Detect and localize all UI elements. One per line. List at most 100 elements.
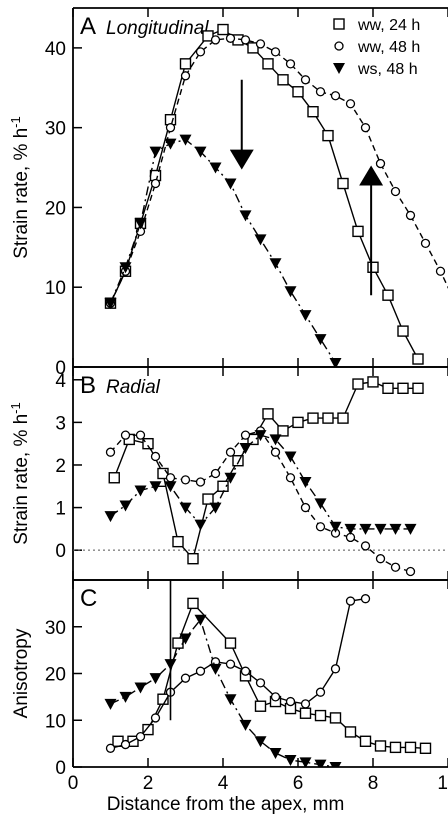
triangle-marker-0 [104, 511, 117, 523]
circle-marker-5 [180, 475, 191, 485]
circle-marker-6 [195, 666, 206, 676]
triangle-marker-2 [134, 218, 147, 230]
circle-marker-18 [375, 554, 386, 564]
x-tick-label: 8 [368, 773, 379, 794]
series-square [108, 376, 424, 565]
triangle-marker-1 [119, 691, 132, 703]
square-marker-11 [299, 707, 312, 719]
x-tick-label: 0 [68, 773, 79, 794]
y-tick-label: 10 [45, 711, 66, 732]
y-tick-label: 0 [55, 541, 66, 562]
square-marker-5 [187, 597, 199, 610]
square-marker-2 [142, 723, 154, 736]
series-line [110, 618, 336, 767]
series-triangle-down [104, 430, 417, 535]
square-marker-20 [412, 353, 424, 365]
y-tick-label: 30 [45, 119, 66, 140]
x-tick-label: 10 [437, 773, 448, 794]
circle-marker-21 [420, 238, 431, 248]
triangle-marker-10 [254, 430, 267, 442]
panel-title: Radial [106, 377, 161, 398]
circle-marker-17 [360, 123, 371, 133]
circle-marker-9 [240, 666, 251, 676]
triangle-marker-10 [254, 234, 267, 246]
square-marker-16 [352, 378, 364, 390]
circle-marker-14 [315, 87, 326, 97]
circle-marker-14 [315, 687, 326, 697]
triangle-marker-5 [179, 502, 192, 514]
circle-marker-8 [225, 659, 236, 669]
circle-marker-13 [300, 699, 311, 709]
square-marker-18 [382, 382, 394, 394]
circle-marker-7 [210, 35, 221, 45]
circle-marker-2 [135, 430, 146, 440]
triangle-marker-9 [239, 442, 252, 454]
square-marker-14 [322, 412, 334, 424]
y-axis-title: Strain rate, % h-1 [8, 402, 32, 545]
square-marker-17 [389, 741, 402, 754]
square-marker-7 [217, 23, 229, 36]
circle-marker-19 [390, 562, 401, 572]
y-tick-label: 3 [55, 413, 66, 434]
series-line [109, 138, 337, 364]
square-marker-10 [262, 58, 274, 70]
square-marker-14 [322, 129, 334, 142]
square-marker-2 [142, 437, 154, 450]
y-axis-title-superscript: -1 [8, 116, 23, 128]
square-marker-19 [419, 742, 432, 754]
square-marker-16 [374, 740, 387, 752]
square-marker-19 [397, 382, 409, 394]
panel-b: 0 1 2 3 4 Strain rate, % h-1 B Radial [8, 366, 448, 581]
triangle-marker-1 [119, 262, 132, 274]
circle-marker-16 [345, 596, 356, 606]
circle-marker-9 [240, 35, 251, 45]
legend-label: ws, 48 h [357, 61, 418, 78]
circle-marker-20 [405, 210, 416, 221]
triangle-marker-11 [269, 747, 282, 759]
circle-marker-0 [105, 743, 116, 753]
triangle-marker-12 [284, 286, 297, 298]
y-tick-label: 30 [45, 618, 66, 639]
circle-marker-4 [165, 123, 176, 133]
circle-marker-10 [255, 678, 266, 688]
triangle-marker-6 [194, 614, 207, 626]
y-axis-title: Strain rate, % h-1 [8, 116, 32, 259]
circle-marker-8 [225, 447, 236, 457]
square-marker-17 [367, 261, 379, 273]
triangle-marker-1 [119, 500, 132, 512]
y-tick-label: 20 [45, 198, 66, 219]
circle-marker-13 [300, 502, 311, 513]
triangle-marker-13 [299, 757, 312, 767]
triangle-marker-17 [359, 523, 372, 535]
circle-marker-9 [240, 430, 251, 440]
square-marker-18 [404, 741, 417, 754]
y-axis-title: Anisotropy [11, 628, 32, 718]
circle-marker-18 [375, 158, 386, 169]
square-marker-17 [367, 376, 379, 388]
triangle-marker-10 [254, 736, 267, 748]
triangle-marker-19 [389, 523, 402, 535]
square-marker-19 [397, 325, 409, 337]
triangle-marker-7 [209, 663, 222, 675]
panel-a: 0 10 20 30 40 Strain rate, % h-1 A Longitudinal… [8, 7, 448, 379]
circle-marker-6 [195, 477, 206, 487]
triangle-marker-2 [333, 63, 345, 74]
triangle-marker-6 [194, 146, 207, 158]
triangle-marker-4 [164, 481, 177, 493]
circle-marker-4 [165, 473, 176, 483]
series-triangle-down [104, 134, 342, 367]
square-marker-9 [247, 433, 259, 446]
circle-marker-11 [270, 447, 281, 457]
series-square [112, 597, 432, 754]
circle-marker-11 [270, 692, 281, 702]
circle-marker-13 [300, 75, 311, 85]
circle-marker-6 [195, 47, 206, 57]
circle-marker-5 [180, 673, 191, 683]
square-marker-0 [108, 472, 120, 484]
circle-marker-11 [270, 47, 281, 57]
y-tick-label: 0 [55, 358, 66, 379]
square-marker-13 [307, 412, 319, 424]
series-circle [105, 33, 448, 308]
circle-marker-3 [150, 178, 161, 189]
